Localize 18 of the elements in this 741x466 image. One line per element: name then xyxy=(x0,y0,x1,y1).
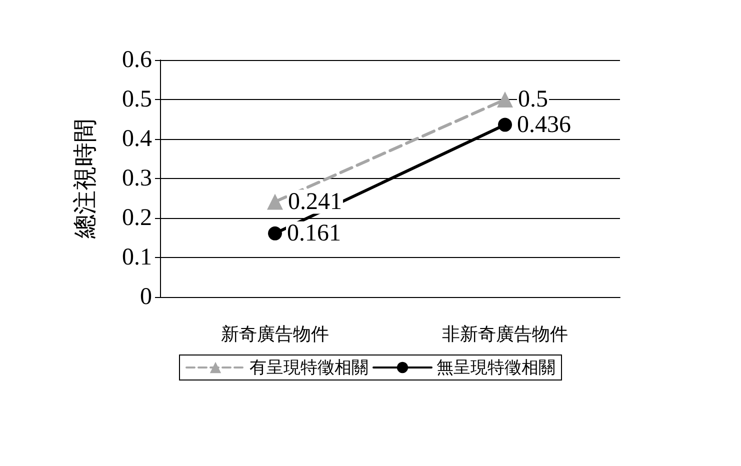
point xyxy=(498,118,512,132)
point xyxy=(268,226,282,240)
legend-label: 無呈現特徵相關 xyxy=(436,358,556,377)
y-tick-label: 0.5 xyxy=(122,86,152,112)
y-tick-label: 0.2 xyxy=(122,205,152,231)
data-label: 0.241 xyxy=(288,188,342,215)
y-tick-label: 0.6 xyxy=(122,47,152,73)
x-tick-label: 非新奇廣告物件 xyxy=(442,324,568,344)
data-label: 0.5 xyxy=(518,86,548,112)
legend-label: 有呈現特徵相關 xyxy=(250,358,368,377)
y-tick-label: 0.1 xyxy=(122,244,152,270)
x-tick-label: 新奇廣告物件 xyxy=(221,324,329,344)
y-tick-label: 0 xyxy=(140,284,152,310)
data-label: 0.161 xyxy=(287,220,341,246)
data-label: 0.436 xyxy=(517,112,571,138)
y-tick-label: 0.3 xyxy=(122,166,152,192)
y-axis-title: 總注視時間 xyxy=(72,118,99,240)
y-tick-label: 0.4 xyxy=(122,126,152,152)
